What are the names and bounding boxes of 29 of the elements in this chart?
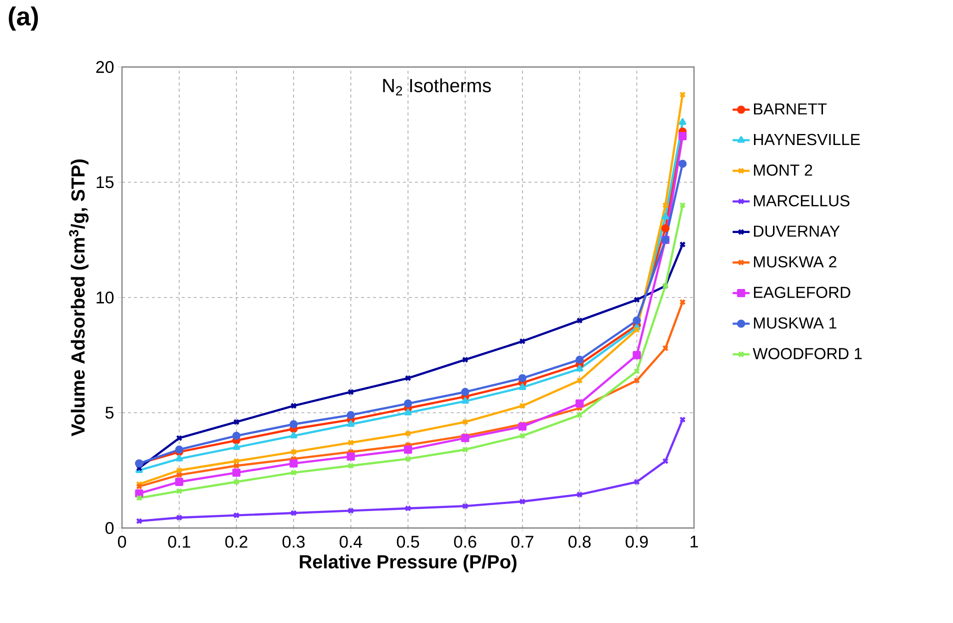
- x-tick-label: 0.5: [396, 536, 420, 548]
- x-tick-label: 0.8: [568, 536, 591, 548]
- legend-label: DUVERNAY: [754, 226, 840, 237]
- legend-label: BARNETT: [754, 103, 827, 114]
- legend-label: MONT 2: [754, 164, 812, 176]
- text: (a): [8, 6, 38, 31]
- y-tick-label: 10: [96, 291, 114, 304]
- x-tick-label: 0.7: [511, 536, 534, 548]
- x-tick-label: 1: [690, 536, 698, 548]
- x-axis-title: Relative Pressure (P/Po): [300, 554, 516, 572]
- x-tick-label: 0.3: [282, 536, 305, 548]
- x-tick-label: 0.9: [626, 536, 648, 548]
- x-tick-label: 0.6: [454, 536, 476, 548]
- legend-label: MARCELLUS: [754, 195, 850, 206]
- y-tick-label: 20: [96, 60, 114, 73]
- y-axis-title: Volume Adsorbed (cm$^{3}$/g, STP): [69, 160, 89, 436]
- x-tick-label: 0.4: [340, 536, 362, 548]
- y-tick-label: 5: [105, 406, 114, 419]
- legend-label: WOODFORD 1: [752, 348, 862, 360]
- legend-label: MUSKWA 2: [754, 256, 836, 268]
- x-tick-label: 0: [118, 536, 126, 548]
- x-tick-label: 0.1: [168, 536, 190, 548]
- legend-label: MUSKWA 1: [754, 317, 836, 329]
- y-tick-label: 15: [96, 176, 114, 188]
- legend-label: EAGLEFORD: [754, 286, 850, 298]
- x-tick-label: 0.2: [225, 536, 248, 548]
- legend-label: HAYNESVILLE: [754, 134, 860, 146]
- y-tick-label: 0: [105, 522, 114, 534]
- text: N$_{2}$ Isotherms: [383, 78, 491, 96]
